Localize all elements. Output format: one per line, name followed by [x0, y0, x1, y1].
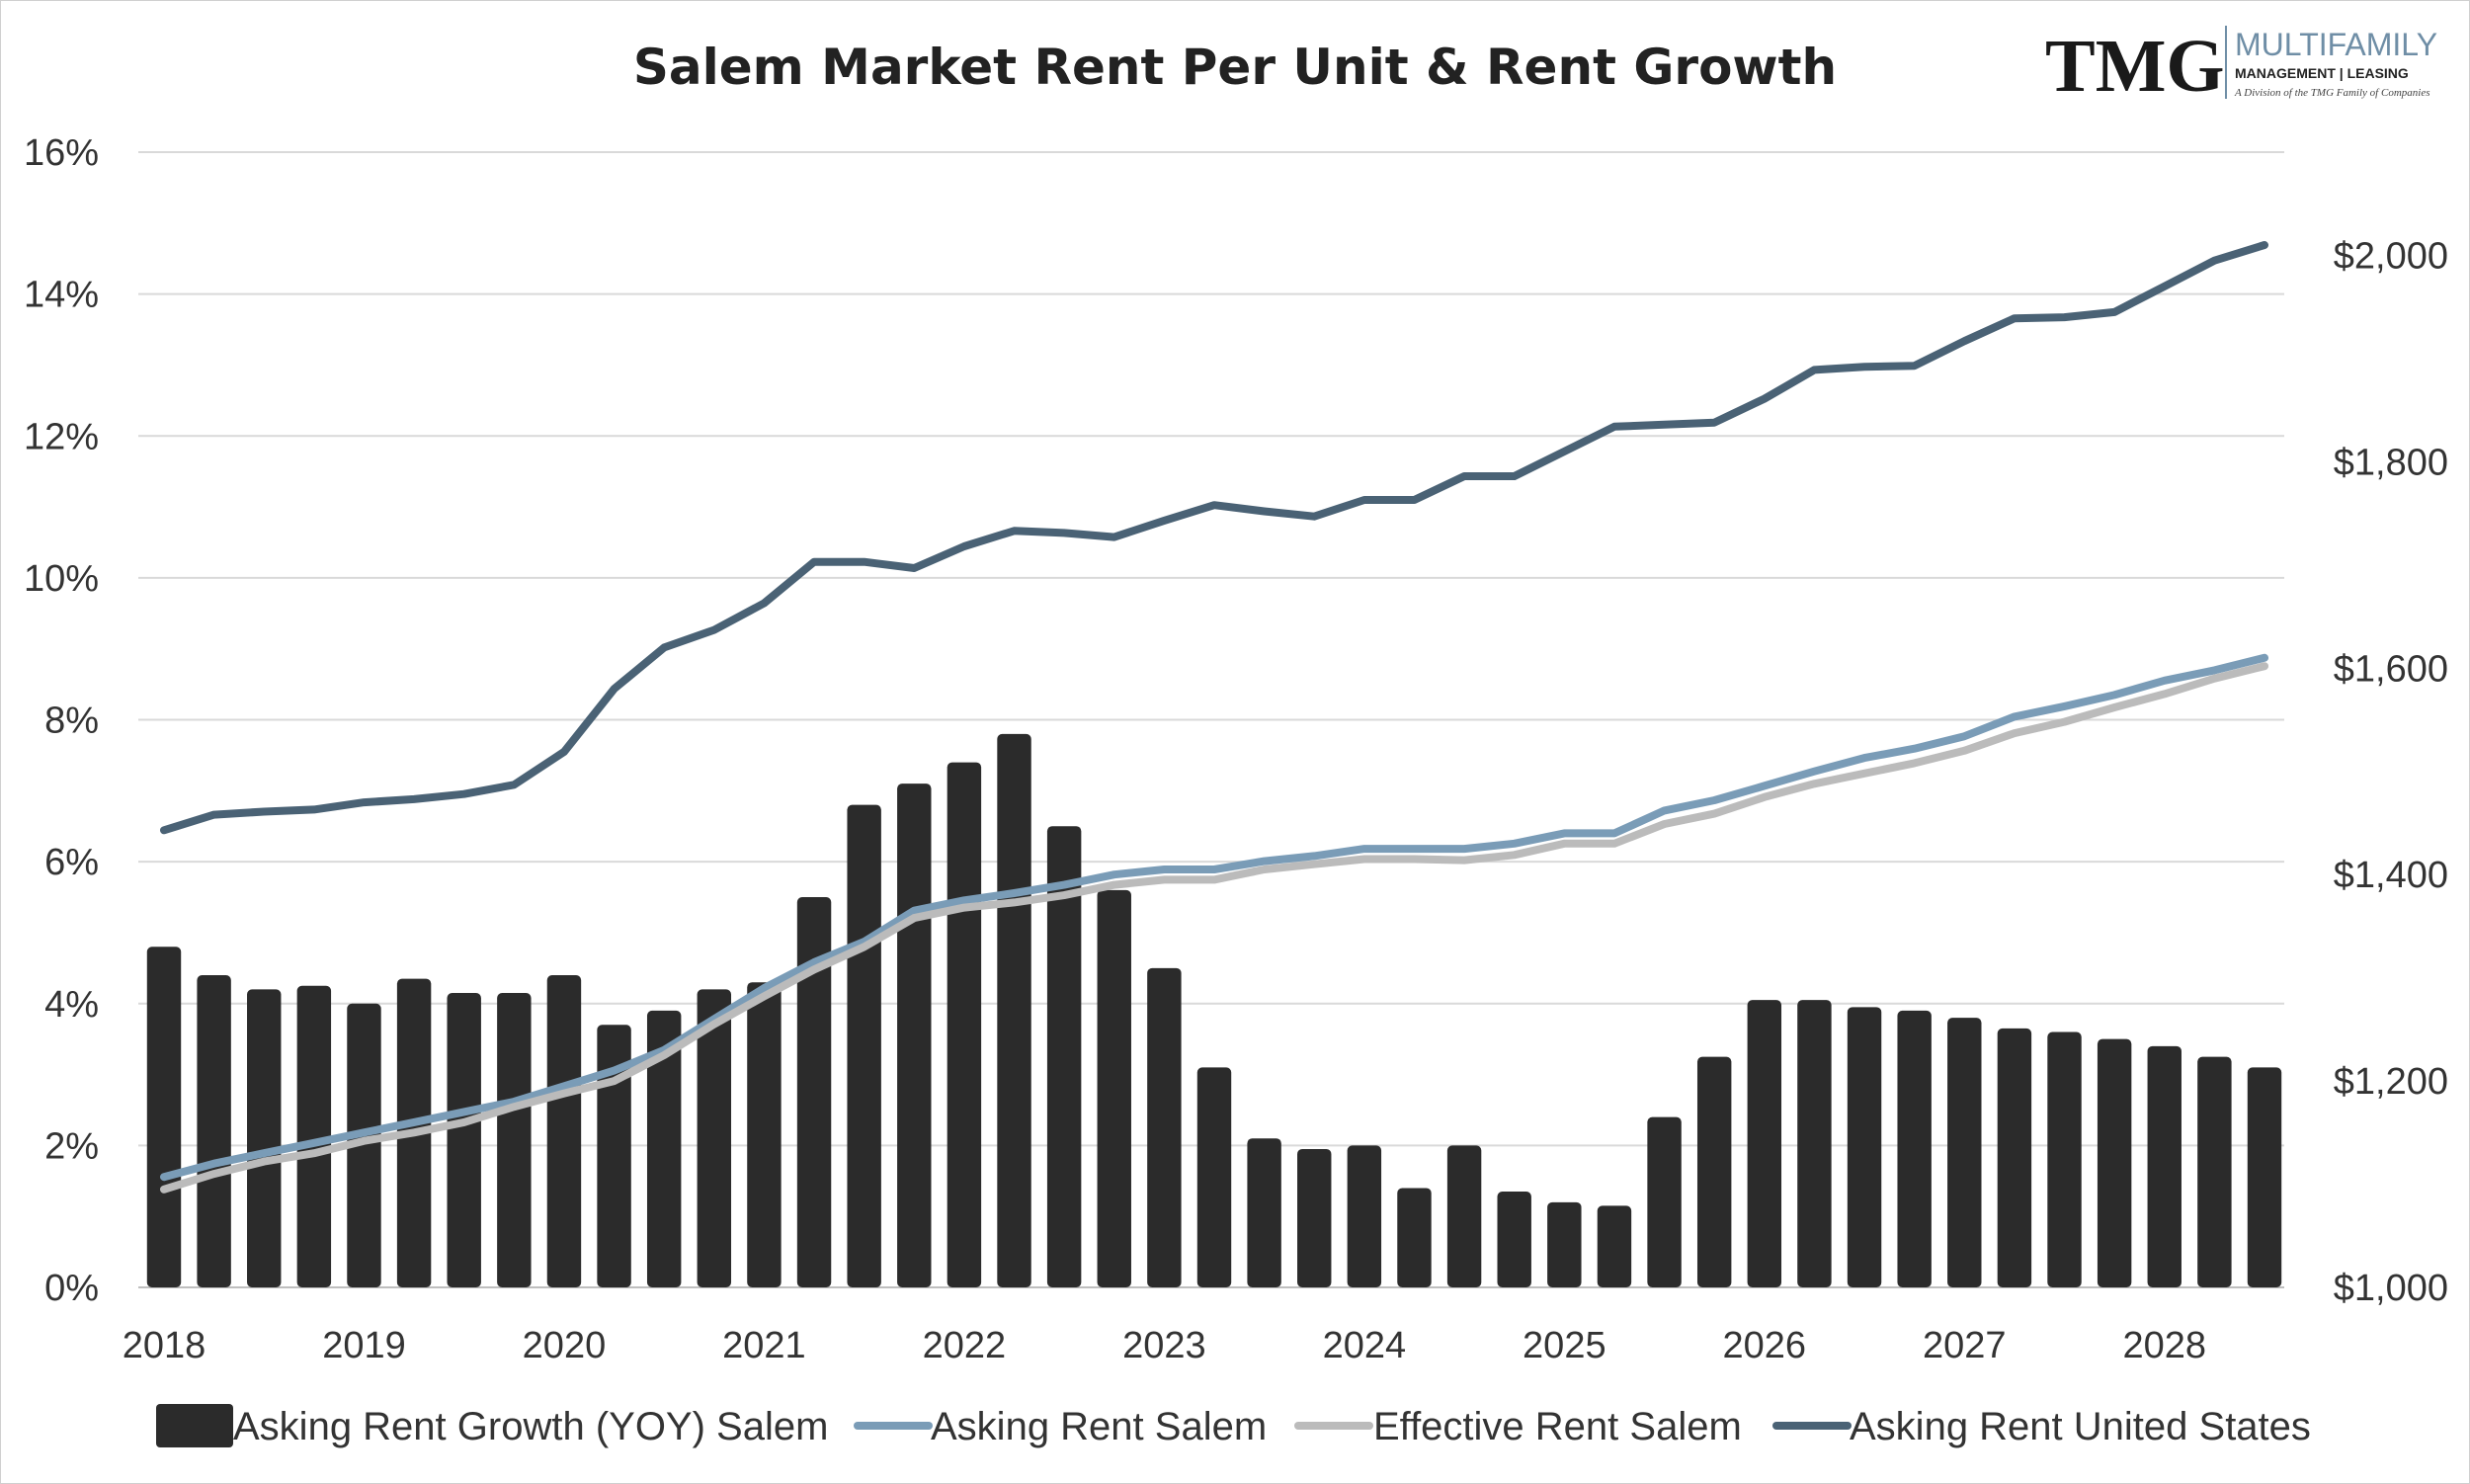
legend: Asking Rent Growth (YOY) Salem Asking Ren…: [156, 1404, 2311, 1448]
left-tick-label: 16%: [24, 132, 99, 174]
bar: [1997, 1028, 2032, 1287]
series-line: [160, 241, 2268, 835]
bar: [1097, 889, 1131, 1287]
left-tick-label: 10%: [24, 558, 99, 600]
bar: [1046, 826, 1082, 1287]
x-tick-label: 2025: [1523, 1325, 1606, 1366]
bar: [296, 985, 332, 1287]
x-tick-label: 2028: [2122, 1325, 2206, 1366]
bar: [947, 762, 982, 1287]
legend-label: Asking Rent Growth (YOY) Salem: [233, 1405, 828, 1448]
bar: [747, 982, 782, 1287]
bar: [847, 804, 881, 1287]
x-tick-label: 2021: [722, 1325, 806, 1366]
x-tick-label: 2018: [123, 1325, 206, 1366]
left-tick-label: 0%: [44, 1268, 99, 1309]
right-tick-label: $1,000: [2334, 1268, 2448, 1309]
bar: [1797, 1000, 1832, 1287]
bar: [997, 733, 1031, 1287]
bar: [546, 975, 582, 1287]
line-series: [160, 241, 2268, 1194]
bar: [1597, 1205, 1632, 1287]
right-tick-label: $1,800: [2334, 442, 2448, 483]
left-tick-label: 14%: [24, 275, 99, 316]
bar: [1247, 1138, 1281, 1287]
x-tick-label: 2019: [322, 1325, 406, 1366]
x-tick-label: 2027: [1923, 1325, 2007, 1366]
bar: [1947, 1018, 1982, 1287]
left-tick-label: 2%: [44, 1125, 99, 1167]
x-axis: 2018 2019 2020 2021 2022 2023 2024 2025 2026 2027…: [123, 1325, 2206, 1366]
right-tick-label: $1,600: [2334, 648, 2448, 690]
bar: [247, 989, 282, 1287]
bar: [497, 992, 532, 1287]
bar: [2147, 1045, 2182, 1287]
left-tick-label: 4%: [44, 984, 99, 1026]
legend-swatch: [156, 1404, 233, 1447]
bar: [897, 783, 932, 1287]
bar: [2197, 1056, 2232, 1287]
bar-series: [146, 733, 2282, 1287]
chart-title: Salem Market Rent Per Unit & Rent Growth: [633, 39, 1837, 96]
bar: [1347, 1145, 1382, 1287]
right-tick-label: $2,000: [2334, 235, 2448, 277]
right-tick-label: $1,200: [2334, 1061, 2448, 1103]
bar: [1446, 1145, 1482, 1287]
logo-tagline: A Division of the TMG Family of Companie…: [2234, 87, 2429, 99]
bar: [1547, 1201, 1582, 1287]
bar: [1847, 1007, 1882, 1287]
bar: [697, 989, 732, 1287]
bar: [646, 1010, 682, 1287]
bar: [796, 897, 832, 1287]
logo-multifamily: MULTIFAMILY: [2235, 27, 2437, 62]
left-axis: 0% 2% 4% 6% 8% 10% 12% 14% 16%: [24, 132, 99, 1309]
bar: [1147, 967, 1182, 1287]
left-tick-label: 12%: [24, 416, 99, 457]
x-tick-label: 2020: [523, 1325, 607, 1366]
bar: [1497, 1192, 1531, 1287]
legend-label: Asking Rent Salem: [931, 1405, 1267, 1448]
bar: [1747, 1000, 1782, 1287]
logo-wordmark: TMG: [2045, 25, 2225, 108]
bar: [2047, 1031, 2082, 1287]
logo-management-leasing: MANAGEMENT | LEASING: [2235, 65, 2409, 81]
bar: [447, 992, 481, 1287]
bar: [1696, 1056, 1732, 1287]
right-tick-label: $1,400: [2334, 855, 2448, 896]
logo-divider: [2225, 26, 2227, 99]
bar: [197, 975, 231, 1287]
x-tick-label: 2024: [1323, 1325, 1407, 1366]
series-line: [160, 662, 2268, 1194]
bar: [597, 1025, 631, 1287]
bar: [146, 947, 182, 1287]
bar: [2247, 1067, 2282, 1287]
legend-label: Asking Rent United States: [1850, 1405, 2311, 1448]
gridlines: [138, 151, 2284, 1288]
bar: [1397, 1188, 1432, 1287]
x-tick-label: 2022: [923, 1325, 1007, 1366]
bar: [1647, 1116, 1682, 1287]
bar: [2097, 1038, 2132, 1287]
x-tick-label: 2026: [1723, 1325, 1807, 1366]
bar: [1196, 1067, 1232, 1287]
series-line: [160, 653, 2268, 1182]
bar: [1297, 1148, 1332, 1287]
bar: [347, 1003, 381, 1287]
legend-label: Effective Rent Salem: [1373, 1405, 1742, 1448]
left-tick-label: 8%: [44, 701, 99, 742]
x-tick-label: 2023: [1122, 1325, 1206, 1366]
left-tick-label: 6%: [44, 842, 99, 883]
bar: [1897, 1010, 1932, 1287]
tmg-logo: TMG MULTIFAMILY MANAGEMENT | LEASING A D…: [2045, 25, 2437, 108]
right-axis: $1,000 $1,200 $1,400 $1,600 $1,800 $2,000: [2334, 235, 2448, 1309]
